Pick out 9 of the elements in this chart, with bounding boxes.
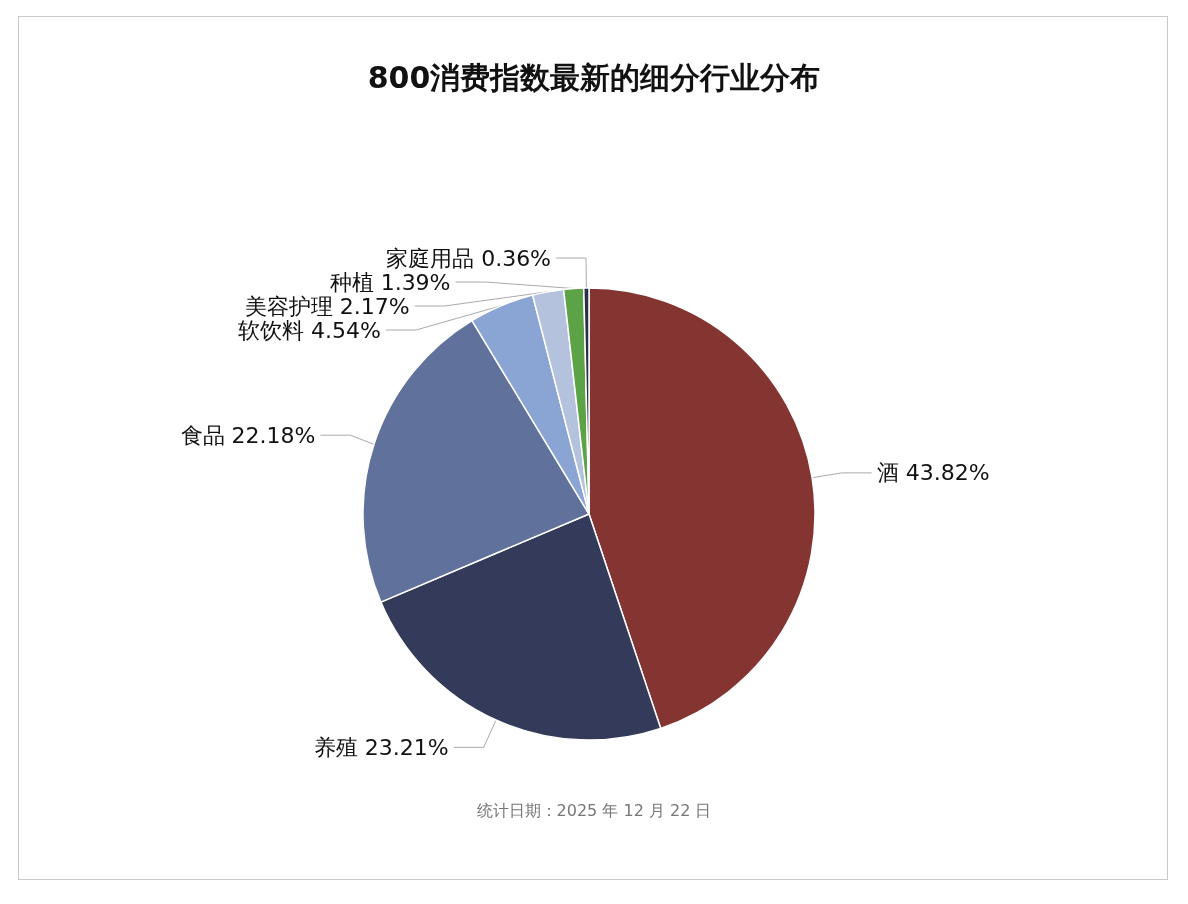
text: 统计日期：2025 年 12 月 22 日 — [476, 800, 712, 820]
slice-label: 酒 43.82% — [876, 460, 990, 486]
slice-label: 养殖 23.21% — [313, 734, 449, 760]
slice-label: 种植 1.39% — [329, 269, 451, 295]
slice-label: 软饮料 4.54% — [238, 317, 381, 343]
slice-label: 美容护理 2.17% — [244, 293, 410, 319]
slice-label: 食品 22.18% — [180, 422, 316, 448]
slice-label: 家庭用品 0.36% — [386, 245, 552, 271]
chart-title: 800消费指数最新的细分行业分布 — [367, 59, 821, 95]
